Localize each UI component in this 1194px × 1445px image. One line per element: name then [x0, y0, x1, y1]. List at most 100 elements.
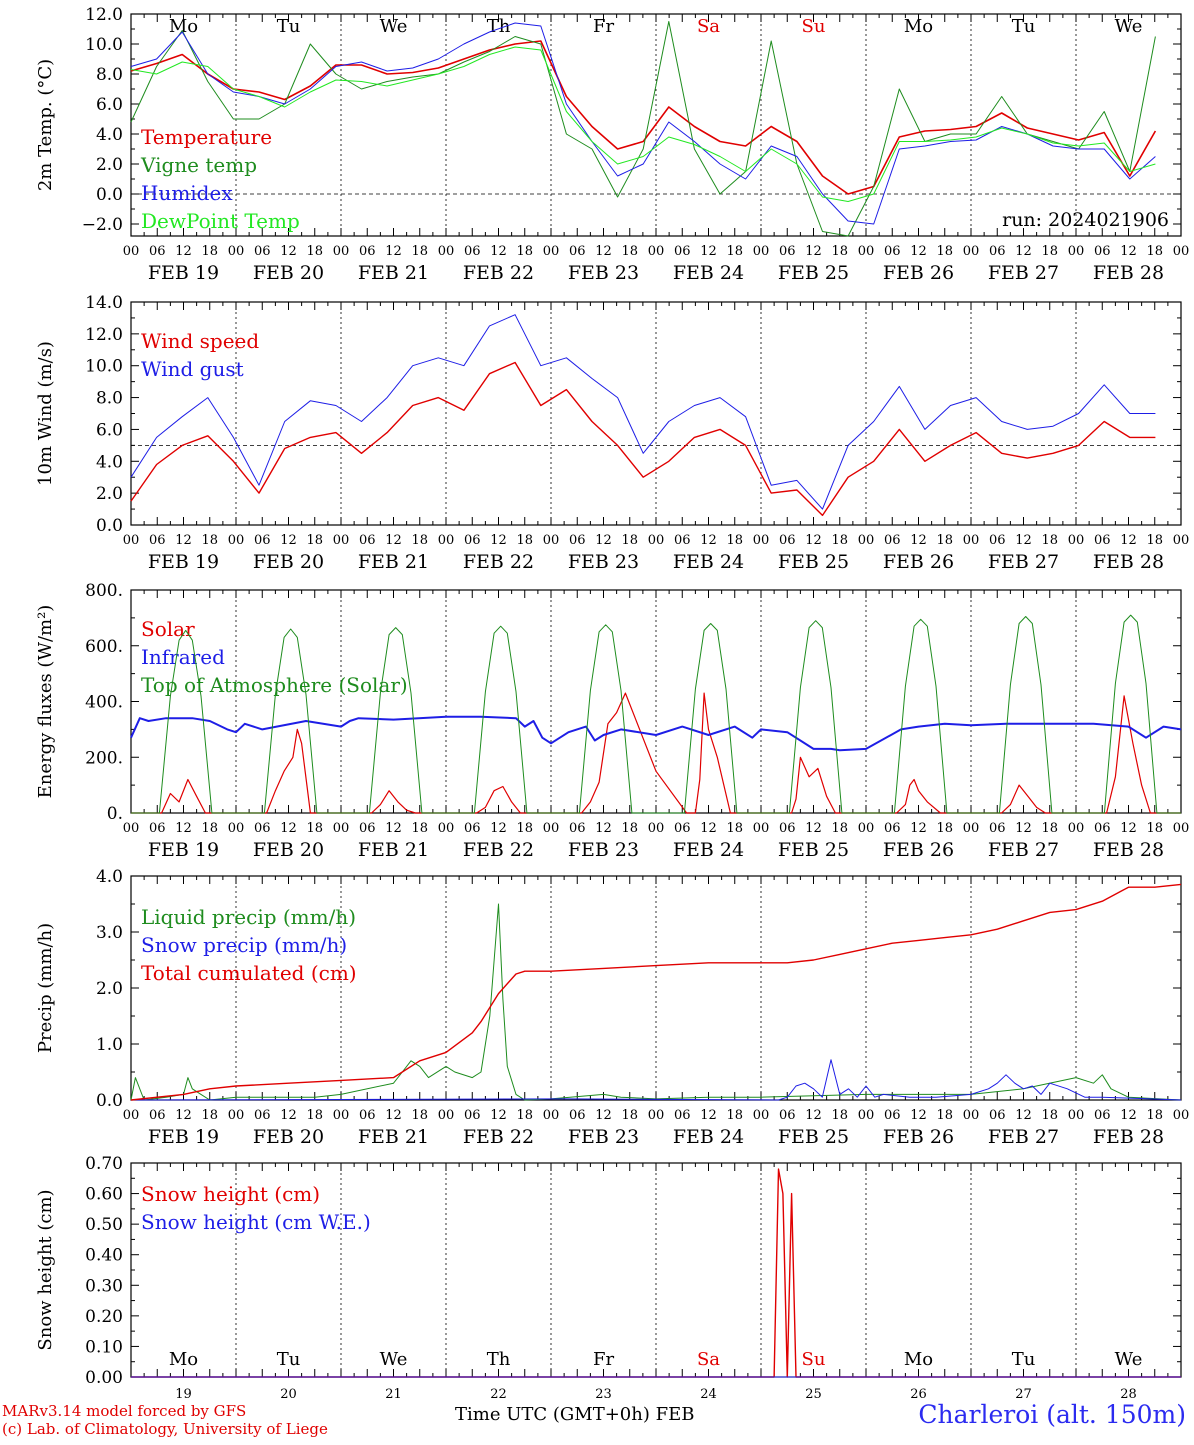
bottom-day-number: 19 [175, 1387, 192, 1402]
temp-legend-entry: Humidex [141, 181, 233, 205]
bottom-day-label: Th [487, 1349, 511, 1370]
hour-label: 06 [149, 244, 166, 259]
date-label: FEB 25 [778, 839, 849, 861]
hour-label: 06 [254, 244, 271, 259]
hour-label: 18 [936, 1108, 953, 1123]
energy-series-line [131, 614, 1181, 814]
date-label: FEB 28 [1093, 1126, 1164, 1148]
hour-label: 00 [438, 821, 455, 836]
hour-label: 06 [1094, 533, 1111, 548]
hour-label: 00 [963, 821, 980, 836]
hour-label: 12 [805, 821, 822, 836]
hour-label: 12 [175, 244, 192, 259]
wind-y-tick-label: 6.0 [96, 420, 123, 440]
day-label: Tu [1012, 16, 1036, 37]
hour-label: 12 [280, 533, 297, 548]
time-axis-text: Time UTC (GMT+0h) [455, 1404, 650, 1425]
hour-label: 12 [910, 821, 927, 836]
hour-label: 00 [1173, 244, 1190, 259]
wind-series-line [130, 361, 1156, 517]
hour-label: 18 [516, 821, 533, 836]
hour-label: 12 [280, 1108, 297, 1123]
date-label: FEB 19 [148, 1126, 219, 1148]
hour-label: 18 [831, 1108, 848, 1123]
date-label: FEB 22 [463, 1126, 534, 1148]
hour-label: 06 [884, 533, 901, 548]
bottom-day-label: Sa [697, 1349, 720, 1370]
snow-y-tick-label: 0.10 [85, 1337, 123, 1357]
hour-label: 12 [280, 821, 297, 836]
hour-label: 06 [779, 533, 796, 548]
precip-y-tick-label: 3.0 [96, 923, 123, 943]
date-label: FEB 25 [778, 1126, 849, 1148]
date-label: FEB 19 [148, 551, 219, 573]
hour-label: 12 [805, 533, 822, 548]
hour-label: 00 [963, 244, 980, 259]
lab-credit: (c) Lab. of Climatology, University of L… [2, 1420, 328, 1438]
date-label: FEB 27 [988, 262, 1059, 284]
hour-label: 06 [989, 1108, 1006, 1123]
hour-label: 00 [333, 533, 350, 548]
temp-y-tick-label: 2.0 [96, 155, 123, 175]
date-label: FEB 26 [883, 551, 954, 573]
precip-legend-entry: Total cumulated (cm) [141, 961, 357, 985]
hour-label: 00 [438, 533, 455, 548]
energy-y-tick-label: 600. [85, 637, 123, 657]
hour-label: 12 [490, 533, 507, 548]
hour-label: 00 [228, 533, 245, 548]
hour-label: 06 [1094, 821, 1111, 836]
hour-label: 00 [648, 533, 665, 548]
date-label: FEB 27 [988, 839, 1059, 861]
date-label: FEB 19 [148, 839, 219, 861]
wind-y-tick-label: 0.0 [96, 516, 123, 536]
hour-label: 06 [674, 821, 691, 836]
date-label: FEB 22 [463, 839, 534, 861]
hour-label: 06 [464, 244, 481, 259]
date-label: FEB 27 [988, 1126, 1059, 1148]
month-label: FEB [655, 1404, 695, 1425]
hour-label: 12 [700, 533, 717, 548]
hour-label: 12 [910, 1108, 927, 1123]
temp-y-tick-label: 6.0 [96, 95, 123, 115]
hour-label: 00 [1173, 533, 1190, 548]
hour-label: 00 [543, 533, 560, 548]
hour-label: 18 [621, 821, 638, 836]
bottom-day-number: 26 [910, 1387, 927, 1402]
hour-label: 18 [621, 1108, 638, 1123]
precip-y-tick-label: 4.0 [96, 867, 123, 887]
hour-label: 06 [674, 533, 691, 548]
precip-y-tick-label: 2.0 [96, 979, 123, 999]
hour-label: 00 [543, 244, 560, 259]
bottom-day-number: 22 [490, 1387, 507, 1402]
hour-label: 00 [753, 1108, 770, 1123]
snow-y-axis-label: Snow height (cm) [35, 1189, 56, 1350]
temp-legend-entry: Vigne temp [140, 153, 257, 177]
day-label: Th [487, 16, 511, 37]
bottom-day-label: Su [802, 1349, 826, 1370]
hour-label: 00 [858, 533, 875, 548]
date-label: FEB 21 [358, 839, 429, 861]
hour-label: 06 [674, 1108, 691, 1123]
date-label: FEB 23 [568, 551, 639, 573]
day-label: Tu [277, 16, 301, 37]
temp-series-line [130, 46, 1156, 202]
hour-label: 12 [175, 821, 192, 836]
hour-label: 06 [359, 244, 376, 259]
date-label: FEB 22 [463, 551, 534, 573]
date-label: FEB 26 [883, 262, 954, 284]
hour-label: 18 [1146, 1108, 1163, 1123]
date-label: FEB 23 [568, 1126, 639, 1148]
hour-label: 00 [228, 1108, 245, 1123]
temp-series-line [130, 22, 1156, 225]
date-label: FEB 25 [778, 551, 849, 573]
hour-label: 18 [1041, 533, 1058, 548]
hour-label: 12 [1120, 1108, 1137, 1123]
hour-label: 00 [858, 244, 875, 259]
hour-label: 18 [621, 533, 638, 548]
temp-y-tick-label: 0.0 [96, 185, 123, 205]
hour-label: 06 [884, 821, 901, 836]
hour-label: 12 [595, 821, 612, 836]
hour-label: 18 [306, 821, 323, 836]
hour-label: 00 [123, 1108, 140, 1123]
date-label: FEB 24 [673, 262, 744, 284]
